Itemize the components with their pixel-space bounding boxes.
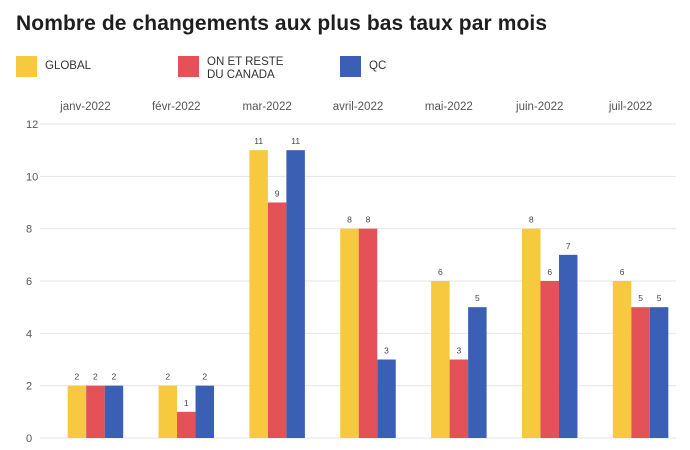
bar-on-et-reste-du-canada-mar-2022 [267,202,287,438]
bar-global-juil-2022 [612,281,632,438]
data-label-qc-mai-2022: 5 [475,293,480,303]
category-label-juil-2022: juil-2022 [608,101,652,113]
data-label-global-juin-2022: 8 [529,215,534,225]
y-tick-label-0: 0 [26,433,32,445]
bar-global-avril-2022 [340,228,359,438]
data-label-qc-juin-2022: 7 [566,241,571,251]
bar-global-févr-2022 [158,385,178,438]
legend-label-qc: QC [369,60,387,72]
bar-on-et-reste-du-canada-avril-2022 [358,228,378,438]
bar-global-mai-2022 [431,281,450,438]
legend-item-qc: QC [340,56,459,77]
data-label-global-janv-2022: 2 [75,372,80,382]
bar-global-juin-2022 [521,228,541,438]
bar-global-mar-2022 [249,150,268,438]
y-tick-label-4: 4 [26,328,32,340]
data-label-qc-févr-2022: 2 [202,372,207,382]
y-tick-label-8: 8 [26,224,32,236]
category-label-juin-2022: juin-2022 [515,101,563,113]
data-label-on-et-reste-du-canada-févr-2022: 1 [184,398,189,408]
data-label-on-et-reste-du-canada-juin-2022: 6 [547,267,552,277]
data-label-global-juil-2022: 6 [620,267,625,277]
category-label-mai-2022: mai-2022 [425,101,473,113]
y-tick-label-2: 2 [26,381,32,393]
bar-on-et-reste-du-canada-juin-2022 [540,281,559,438]
bar-qc-avril-2022 [377,359,396,438]
legend-swatch-global [16,56,37,77]
bar-global-janv-2022 [67,385,87,438]
data-label-global-avril-2022: 8 [347,215,352,225]
data-label-qc-avril-2022: 3 [384,346,389,356]
data-label-global-mar-2022: 11 [254,136,263,146]
legend-label-global: GLOBAL [45,60,92,72]
bar-qc-mai-2022 [468,307,487,438]
chart-legend: GLOBAL ON ET RESTE DU CANADA QC [16,56,676,90]
data-label-qc-janv-2022: 2 [112,372,117,382]
data-label-on-et-reste-du-canada-janv-2022: 2 [93,372,98,382]
legend-swatch-on-reste-canada [178,56,199,77]
data-label-global-févr-2022: 2 [165,372,170,382]
legend-label-on-reste-canada: ON ET RESTE DU CANADA [207,56,284,81]
bar-on-et-reste-du-canada-janv-2022 [86,385,105,438]
chart-title: Nombre de changements aux plus bas taux … [16,12,548,35]
bar-qc-mar-2022 [286,150,305,438]
bar-qc-juin-2022 [558,254,578,438]
category-label-févr-2022: févr-2022 [152,101,201,113]
category-label-avril-2022: avril-2022 [333,101,384,113]
legend-item-on-reste-canada: ON ET RESTE DU CANADA [178,56,297,82]
data-label-on-et-reste-du-canada-mai-2022: 3 [456,346,461,356]
legend-swatch-qc [340,56,361,77]
y-tick-label-6: 6 [26,276,32,288]
category-label-janv-2022: janv-2022 [59,101,111,113]
bar-qc-janv-2022 [104,385,124,438]
y-tick-label-10: 10 [26,171,38,183]
legend-item-global: GLOBAL [16,56,135,77]
data-label-global-mai-2022: 6 [438,267,443,277]
y-tick-label-12: 12 [26,119,38,131]
bar-on-et-reste-du-canada-mai-2022 [449,359,469,438]
data-label-on-et-reste-du-canada-avril-2022: 8 [366,215,371,225]
data-label-qc-mar-2022: 11 [291,136,300,146]
bar-qc-févr-2022 [195,385,215,438]
bar-on-et-reste-du-canada-juil-2022 [631,307,650,438]
bar-on-et-reste-du-canada-févr-2022 [177,411,196,438]
category-label-mar-2022: mar-2022 [243,101,292,113]
data-label-qc-juil-2022: 5 [657,293,662,303]
bar-qc-juil-2022 [649,307,669,438]
data-label-on-et-reste-du-canada-mar-2022: 9 [275,189,280,199]
data-label-on-et-reste-du-canada-juil-2022: 5 [638,293,643,303]
